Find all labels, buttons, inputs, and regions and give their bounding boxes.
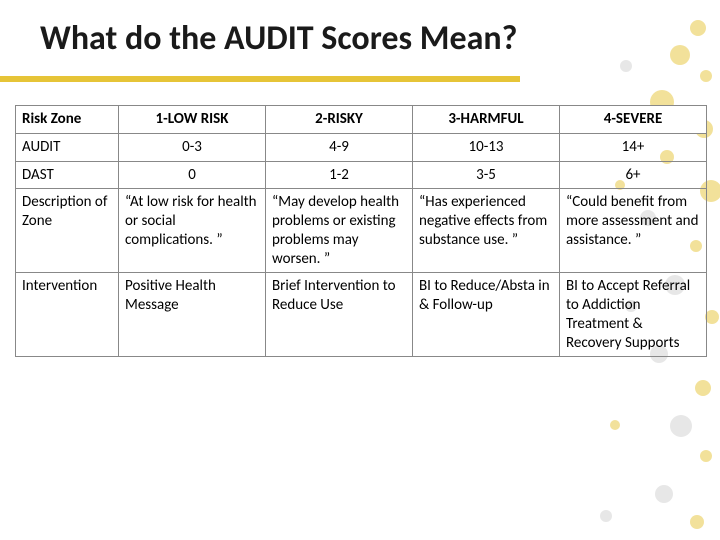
- bg-dot: [695, 380, 711, 396]
- bg-dot: [690, 20, 706, 36]
- description-cell-2: “May develop health problems or existing…: [266, 189, 413, 273]
- dast-cell-4: 6+: [560, 161, 707, 189]
- audit-cell-3: 10-13: [413, 133, 560, 161]
- col-header-1: 1-LOW RISK: [119, 106, 266, 134]
- audit-scores-table-wrap: Risk Zone 1-LOW RISK 2-RISKY 3-HARMFUL 4…: [15, 105, 705, 357]
- description-cell-1: “At low risk for health or social compli…: [119, 189, 266, 273]
- description-cell-4: “Could benefit from more assessment and …: [560, 189, 707, 273]
- intervention-cell-4: BI to Accept Referral to Addiction Treat…: [560, 273, 707, 357]
- bg-dot: [700, 70, 712, 82]
- row-dast: DAST 0 1-2 3-5 6+: [16, 161, 707, 189]
- intervention-cell-2: Brief Intervention to Reduce Use: [266, 273, 413, 357]
- bg-dot: [670, 415, 692, 437]
- row-description: Description of Zone “At low risk for hea…: [16, 189, 707, 273]
- table-header-row: Risk Zone 1-LOW RISK 2-RISKY 3-HARMFUL 4…: [16, 106, 707, 134]
- bg-dot: [705, 310, 719, 324]
- intervention-cell-1: Positive Health Message: [119, 273, 266, 357]
- description-cell-3: “Has experienced negative effects from s…: [413, 189, 560, 273]
- row-label-audit: AUDIT: [16, 133, 119, 161]
- audit-cell-1: 0-3: [119, 133, 266, 161]
- bg-dot: [600, 510, 612, 522]
- page-title: What do the AUDIT Scores Mean?: [40, 18, 680, 59]
- title-underline: [0, 76, 520, 82]
- bg-dot: [700, 450, 712, 462]
- row-label-intervention: Intervention: [16, 273, 119, 357]
- intervention-cell-3: BI to Reduce/Absta in & Follow-up: [413, 273, 560, 357]
- bg-dot: [610, 420, 620, 430]
- row-label-description: Description of Zone: [16, 189, 119, 273]
- audit-scores-table: Risk Zone 1-LOW RISK 2-RISKY 3-HARMFUL 4…: [15, 105, 707, 357]
- bg-dot: [655, 485, 673, 503]
- audit-cell-2: 4-9: [266, 133, 413, 161]
- col-header-2: 2-RISKY: [266, 106, 413, 134]
- header-risk-zone: Risk Zone: [16, 106, 119, 134]
- col-header-4: 4-SEVERE: [560, 106, 707, 134]
- row-label-dast: DAST: [16, 161, 119, 189]
- dast-cell-3: 3-5: [413, 161, 560, 189]
- dast-cell-1: 0: [119, 161, 266, 189]
- col-header-3: 3-HARMFUL: [413, 106, 560, 134]
- bg-dot: [690, 515, 704, 529]
- audit-cell-4: 14+: [560, 133, 707, 161]
- bg-dot: [620, 60, 632, 72]
- dast-cell-2: 1-2: [266, 161, 413, 189]
- row-audit: AUDIT 0-3 4-9 10-13 14+: [16, 133, 707, 161]
- row-intervention: Intervention Positive Health Message Bri…: [16, 273, 707, 357]
